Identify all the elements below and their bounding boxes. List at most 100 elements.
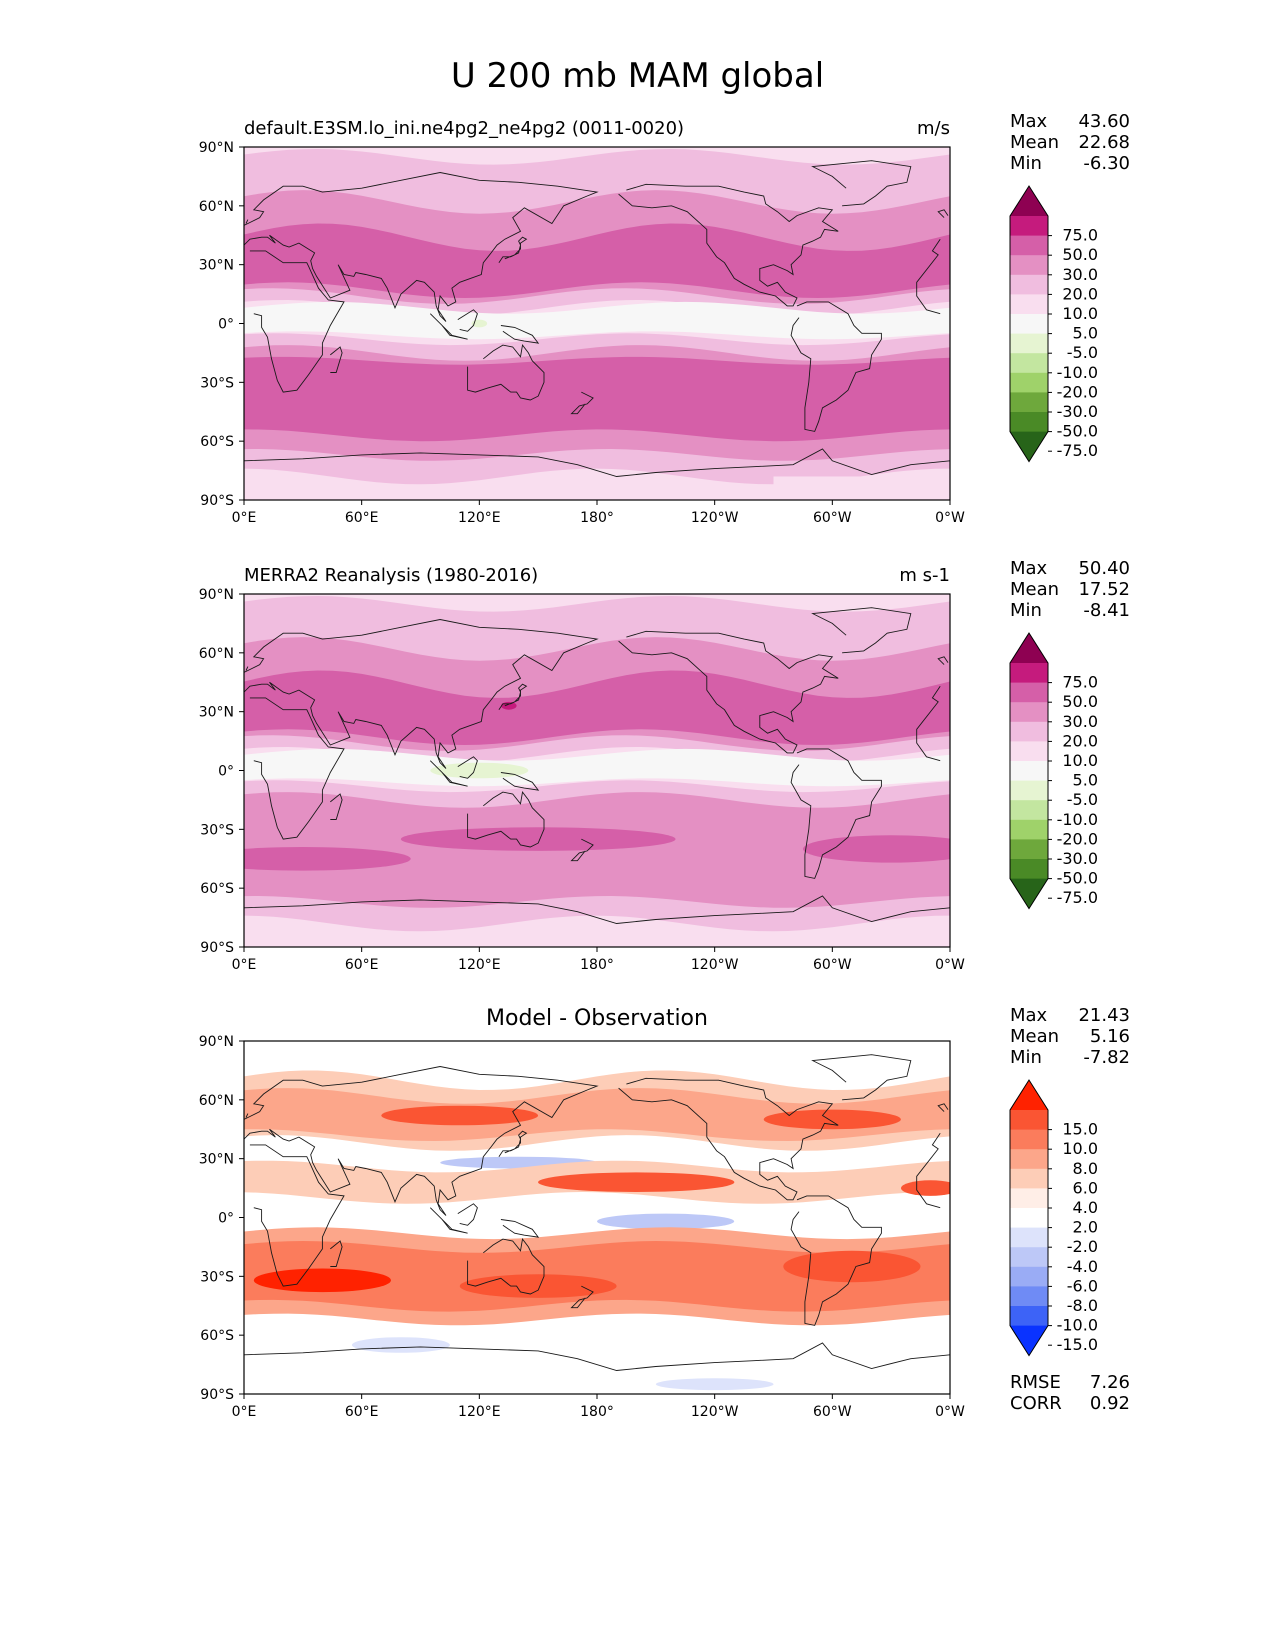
colorbar-segment: [1010, 702, 1048, 723]
contour-band: [244, 792, 950, 908]
coastlines: [244, 607, 950, 924]
easterly-patch: [471, 319, 488, 328]
coastline-9: [790, 1195, 882, 1326]
lon-tick-label: 120°W: [691, 1404, 739, 1420]
panel-2-title: MERRA2 Reanalysis (1980-2016): [244, 565, 539, 586]
colorbar-tick-label: 10.0: [1062, 751, 1098, 770]
colorbar-segment: [1010, 353, 1048, 374]
colorbar-tick-label: 8.0: [1073, 1159, 1098, 1178]
coastline-1: [244, 619, 599, 769]
lon-tick-label: 0°E: [232, 957, 257, 973]
coastline-3: [467, 343, 545, 401]
colorbar-tick-label: -75.0: [1057, 441, 1098, 460]
coastline-4: [500, 325, 540, 344]
panel-2-units: m s-1: [899, 565, 950, 586]
coastline-7: [570, 391, 594, 415]
panel-2-min-label: Min: [1010, 600, 1042, 621]
colorbar-tick-label: -75.0: [1057, 888, 1098, 907]
colorbar-tick-label: 6.0: [1073, 1178, 1098, 1197]
lat-tick-label: 0°: [218, 317, 234, 333]
coastline-11: [244, 895, 950, 924]
colorbar-tick-label: -50.0: [1057, 869, 1098, 888]
colorbar-segment: [1010, 819, 1048, 840]
colorbar-segment: [1010, 1110, 1048, 1130]
panel-1-title: default.E3SM.lo_ini.ne4pg2_ne4pg2 (0011-…: [244, 118, 685, 139]
coastlines: [244, 1054, 950, 1371]
coastline-6: [457, 756, 478, 779]
negative-anomaly: [597, 1213, 735, 1230]
coastline-1: [244, 1066, 599, 1216]
coastline-13: [330, 346, 343, 373]
coastline-12: [245, 656, 949, 671]
panel-3-min-label: Min: [1010, 1047, 1042, 1068]
lat-tick-label: 90°N: [199, 587, 234, 603]
lat-tick-label: 0°: [218, 764, 234, 780]
colorbar-tick-label: -6.0: [1067, 1276, 1098, 1295]
lat-tick-label: 60°S: [200, 1328, 234, 1344]
panel-1-axes: 90°N 60°N 30°N 0° 30°S 60°S 90°S0°E 60°E 120°E 18…: [199, 140, 965, 526]
colorbar-tick-label: -20.0: [1057, 829, 1098, 848]
lon-tick-label: 0°E: [232, 510, 257, 526]
jet-core: [501, 701, 517, 710]
coastline-5: [429, 313, 468, 340]
coastline-1: [244, 172, 599, 322]
coastline-4: [500, 1219, 540, 1238]
panel-1-mean-value: 22.68: [1078, 132, 1130, 153]
jet-core: [802, 835, 950, 863]
lon-tick-label: 180°: [580, 1404, 614, 1420]
jet-core: [400, 827, 676, 851]
colorbar-extend-bottom: [1010, 431, 1048, 462]
colorbar-tick-label: -20.0: [1057, 382, 1098, 401]
panel-3-axes: 90°N 60°N 30°N 0° 30°S 60°S 90°S0°E 60°E 120°E 18…: [199, 1034, 965, 1420]
coastline-6: [457, 1203, 478, 1226]
lat-tick-label: 60°S: [200, 881, 234, 897]
coastline-3: [467, 790, 545, 848]
lat-tick-label: 30°S: [200, 375, 234, 391]
colorbar-tick-label: -30.0: [1057, 849, 1098, 868]
contour-band: [244, 223, 950, 298]
contour-band: [244, 1088, 950, 1141]
colorbar-tick-label: -50.0: [1057, 422, 1098, 441]
coastline-13: [330, 793, 343, 820]
coastline-10: [811, 1054, 912, 1101]
panel-3-colorbar: 15.010.08.06.04.02.0-2.0-4.0-6.0-8.0-10.…: [1009, 1079, 1098, 1357]
coastline-2: [498, 683, 528, 710]
lon-tick-label: 180°: [580, 510, 614, 526]
colorbar-tick-label: 5.0: [1073, 324, 1098, 343]
colorbar-tick-label: -2.0: [1067, 1237, 1098, 1256]
colorbar-segment: [1010, 1266, 1048, 1287]
panel-2-axes: 90°N 60°N 30°N 0° 30°S 60°S 90°S0°E 60°E 120°E 18…: [199, 587, 965, 973]
rmse-value: 7.26: [1089, 1372, 1130, 1393]
coastline-12: [245, 209, 949, 224]
colorbar-tick-label: 75.0: [1062, 673, 1098, 692]
panel-2-field: [244, 594, 950, 947]
negative-anomaly: [351, 1337, 450, 1353]
coastline-4: [500, 772, 540, 791]
lat-tick-label: 90°N: [199, 140, 234, 156]
lat-tick-label: 90°S: [200, 1387, 234, 1403]
positive-anomaly: [901, 1180, 950, 1196]
colorbar-tick-label: -15.0: [1057, 1335, 1098, 1354]
colorbar-tick-label: 30.0: [1062, 712, 1098, 731]
colorbar-segment: [1010, 859, 1048, 879]
colorbar-segment: [1010, 274, 1048, 295]
colorbar-tick-label: -8.0: [1067, 1296, 1098, 1315]
colorbar-tick-label: -5.0: [1067, 343, 1098, 362]
panel-1-colorbar: 75.050.030.020.010.05.0-5.0-10.0-20.0-30…: [1009, 185, 1098, 463]
colorbar-segment: [1010, 1149, 1048, 1170]
contour-band: [244, 670, 950, 745]
coastline-7: [570, 1285, 594, 1309]
colorbar-tick-label: -30.0: [1057, 402, 1098, 421]
colorbar-extend-top: [1010, 186, 1048, 216]
colorbar-extend-bottom: [1010, 1325, 1048, 1356]
colorbar-tick-label: 10.0: [1062, 304, 1098, 323]
colorbar-tick-label: 20.0: [1062, 284, 1098, 303]
colorbar-segment: [1010, 333, 1048, 354]
colorbar-segment: [1010, 839, 1048, 860]
lon-tick-label: 120°E: [458, 1404, 501, 1420]
colorbar-tick-label: -10.0: [1057, 810, 1098, 829]
lat-tick-label: 60°N: [199, 646, 234, 662]
lat-tick-label: 30°S: [200, 822, 234, 838]
lon-tick-label: 60°E: [345, 510, 379, 526]
coastlines: [244, 160, 950, 477]
